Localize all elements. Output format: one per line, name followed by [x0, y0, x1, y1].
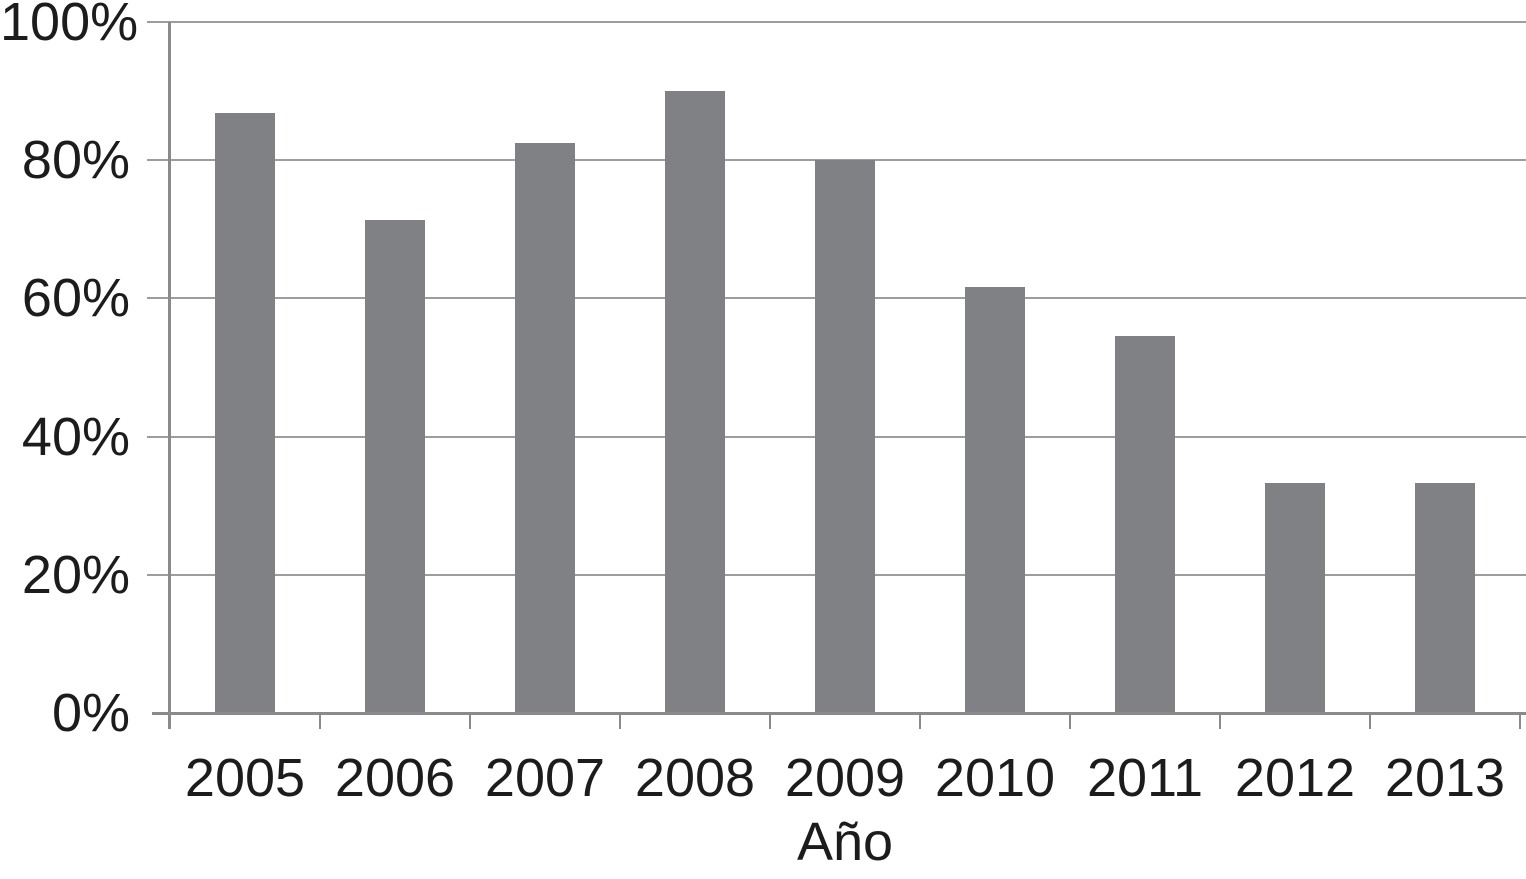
x-axis-tick: [769, 713, 771, 729]
x-tick-label-2008: 2008: [634, 748, 756, 808]
bar-2010: [965, 287, 1025, 713]
y-tick-label-80: 80%: [21, 130, 130, 191]
x-axis-tick: [1069, 713, 1071, 729]
bar-2011: [1115, 336, 1175, 713]
x-axis-tick: [169, 713, 171, 729]
bar-2008: [665, 91, 725, 713]
x-axis-title: Año: [796, 812, 894, 872]
x-tick-label-2005: 2005: [184, 748, 306, 808]
x-axis-tick: [619, 713, 621, 729]
x-axis-tick: [1369, 713, 1371, 729]
y-tick-label-40: 40%: [21, 406, 130, 467]
x-axis-tick: [919, 713, 921, 729]
x-tick-label-2006: 2006: [334, 748, 456, 808]
bar-2009: [815, 160, 875, 713]
x-axis-tick: [319, 713, 321, 729]
y-tick-label-20: 20%: [21, 544, 130, 605]
x-tick-label-2009: 2009: [784, 748, 906, 808]
x-axis-tick: [1219, 713, 1221, 729]
x-tick-label-2012: 2012: [1234, 748, 1356, 808]
y-axis-line: [168, 22, 171, 729]
bar-2012: [1265, 482, 1325, 713]
x-tick-label-2013: 2013: [1384, 748, 1506, 808]
bar-2006: [365, 219, 425, 713]
y-tick-label-0: 0%: [51, 683, 130, 743]
x-tick-label-2010: 2010: [934, 748, 1056, 808]
x-tick-label-2007: 2007: [484, 748, 606, 808]
x-axis-tick: [1519, 713, 1521, 729]
x-tick-label-2011: 2011: [1086, 748, 1204, 808]
gridline-100: [147, 21, 1526, 23]
bar-2007: [515, 142, 575, 713]
bar-2013: [1415, 482, 1475, 713]
y-tick-label-60: 60%: [21, 268, 130, 329]
bar-2005: [215, 113, 275, 713]
y-tick-label-100: 100%: [0, 0, 139, 52]
x-axis-line: [152, 712, 1526, 715]
x-axis-tick: [469, 713, 471, 729]
